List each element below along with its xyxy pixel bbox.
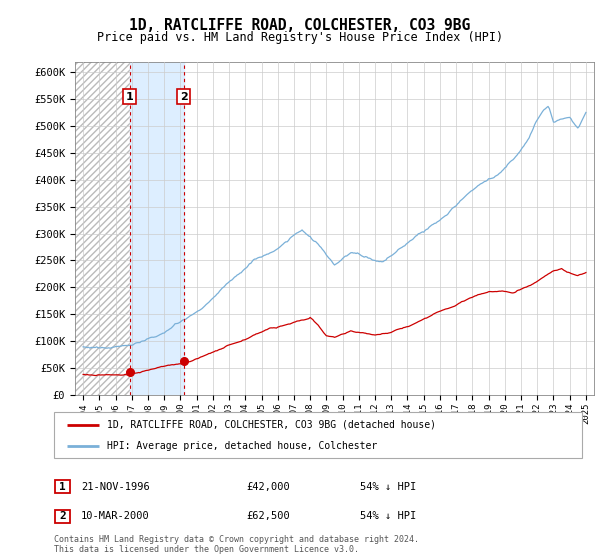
Text: 2: 2 [179,92,187,101]
Text: HPI: Average price, detached house, Colchester: HPI: Average price, detached house, Colc… [107,441,377,451]
Text: 1D, RATCLIFFE ROAD, COLCHESTER, CO3 9BG (detached house): 1D, RATCLIFFE ROAD, COLCHESTER, CO3 9BG … [107,419,436,430]
Text: 21-NOV-1996: 21-NOV-1996 [81,482,150,492]
Text: £62,500: £62,500 [246,511,290,521]
FancyBboxPatch shape [54,412,582,458]
Bar [130,62,184,395]
Text: Price paid vs. HM Land Registry's House Price Index (HPI): Price paid vs. HM Land Registry's House … [97,31,503,44]
Text: 54% ↓ HPI: 54% ↓ HPI [360,511,416,521]
FancyBboxPatch shape [55,480,70,493]
FancyBboxPatch shape [55,510,70,523]
Text: £42,000: £42,000 [246,482,290,492]
Text: 10-MAR-2000: 10-MAR-2000 [81,511,150,521]
Text: 1D, RATCLIFFE ROAD, COLCHESTER, CO3 9BG: 1D, RATCLIFFE ROAD, COLCHESTER, CO3 9BG [130,18,470,33]
Bar [75,62,130,395]
Bar [75,62,130,395]
Text: Contains HM Land Registry data © Crown copyright and database right 2024.
This d: Contains HM Land Registry data © Crown c… [54,535,419,554]
Text: 1: 1 [126,92,134,101]
Text: 2: 2 [59,511,66,521]
Text: 1: 1 [59,482,66,492]
Text: 54% ↓ HPI: 54% ↓ HPI [360,482,416,492]
